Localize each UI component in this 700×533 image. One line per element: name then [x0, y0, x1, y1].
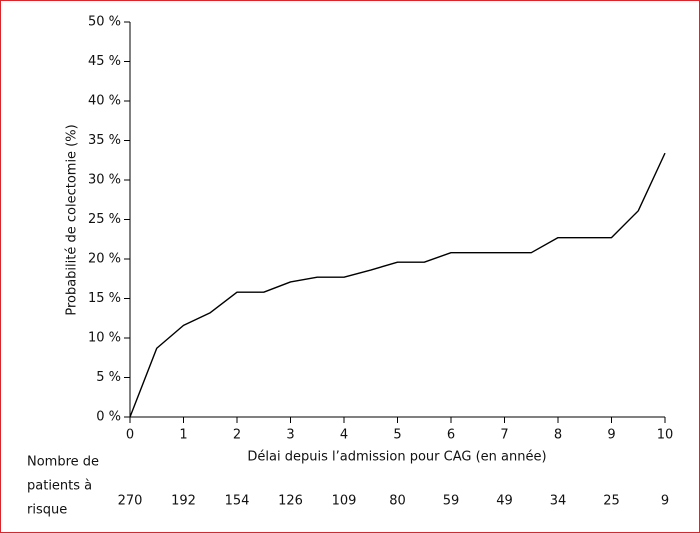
data-line [129, 152, 666, 418]
x-tick-label: 2 [233, 428, 241, 443]
at-risk-value: 59 [443, 494, 460, 509]
x-tick-label: 9 [607, 428, 615, 443]
y-tick-label: 5 % [96, 370, 121, 385]
at-risk-value: 80 [389, 494, 406, 509]
at-risk-value: 154 [225, 494, 250, 509]
x-tick-label: 3 [286, 428, 294, 443]
x-axis-label: Délai depuis l’admission pour CAG (en an… [247, 450, 546, 465]
at-risk-value: 25 [603, 494, 620, 509]
at-risk-label: patients à [27, 479, 92, 494]
y-tick-label: 45 % [88, 54, 121, 69]
x-tick-label: 1 [179, 428, 187, 443]
at-risk-label: risque [27, 503, 67, 518]
y-axis-label: Probabilité de colectomie (%) [65, 124, 80, 315]
at-risk-value: 109 [332, 494, 357, 509]
x-tick-label: 8 [554, 428, 562, 443]
y-tick-label: 30 % [88, 173, 121, 188]
y-tick-label: 0 % [96, 410, 121, 425]
x-tick-label: 4 [340, 428, 348, 443]
y-tick-label: 20 % [88, 252, 121, 267]
y-tick-label: 35 % [88, 133, 121, 148]
at-risk-value: 126 [278, 494, 303, 509]
x-tick-label: 10 [657, 428, 674, 443]
x-tick-label: 0 [126, 428, 134, 443]
at-risk-value: 34 [550, 494, 567, 509]
at-risk-value: 9 [661, 494, 669, 509]
y-tick-label: 25 % [88, 212, 121, 227]
y-tick-label: 40 % [88, 94, 121, 109]
x-tick-label: 5 [393, 428, 401, 443]
at-risk-value: 270 [118, 494, 143, 509]
at-risk-value: 49 [496, 494, 513, 509]
y-tick-label: 15 % [88, 291, 121, 306]
y-tick-label: 50 % [88, 15, 121, 30]
at-risk-value: 192 [171, 494, 196, 509]
at-risk-label: Nombre de [27, 455, 99, 470]
x-tick-label: 7 [500, 428, 508, 443]
y-tick-label: 10 % [88, 331, 121, 346]
x-tick-label: 6 [447, 428, 455, 443]
